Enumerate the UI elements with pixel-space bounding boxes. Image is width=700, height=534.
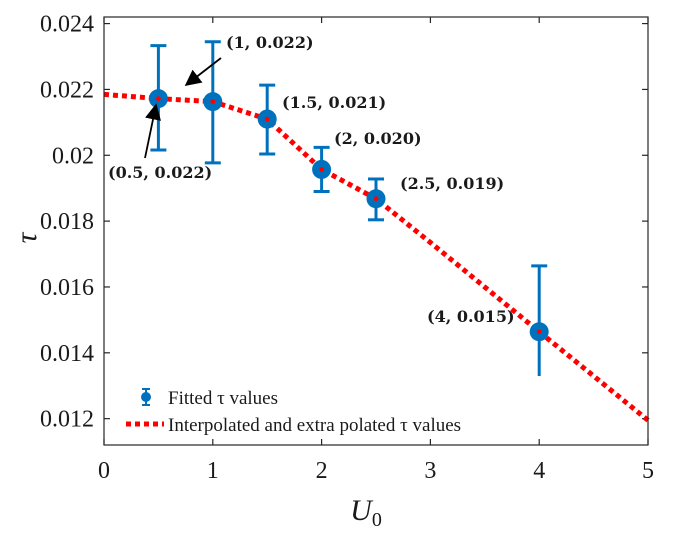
- point-annotation: (1, 0.022): [226, 33, 314, 52]
- plot-frame: [103, 16, 649, 446]
- y-tick-label: 0.012: [40, 407, 94, 433]
- x-tick-label: 5: [642, 458, 654, 484]
- y-axis-label: τ: [10, 231, 43, 243]
- legend-box: [122, 376, 572, 438]
- legend-label-fitted: Fitted τ values: [168, 388, 278, 409]
- annotation-arrow: [144, 103, 161, 159]
- x-tick-label: 1: [207, 458, 219, 484]
- interpolated-dot: [264, 116, 270, 122]
- legend-label-interpolated: Interpolated and extra polated τ values: [168, 415, 461, 436]
- axis-ticks: 0 1 2 3 4 5 0.012 0.014 0.016 0.018 0.02 0.022 0.024: [40, 12, 654, 484]
- point-annotation: (2, 0.020): [334, 129, 422, 148]
- interpolated-curve: [103, 91, 650, 423]
- interpolated-dot: [536, 329, 542, 335]
- legend: Fitted τ values Interpolated and extra p…: [122, 376, 572, 438]
- interpolated-dot: [210, 99, 216, 105]
- x-axis-label-main: U: [350, 494, 374, 527]
- x-tick-label: 2: [316, 458, 328, 484]
- point-annotation: (1.5, 0.021): [282, 93, 386, 112]
- y-tick-label: 0.02: [52, 143, 94, 169]
- y-tick-label: 0.018: [40, 209, 94, 235]
- annotation-arrow: [184, 57, 222, 86]
- interpolated-curve-layer: [103, 91, 650, 423]
- y-tick-label: 0.022: [40, 77, 94, 103]
- point-annotation: (0.5, 0.022): [108, 163, 212, 182]
- x-tick-label: 0: [98, 458, 110, 484]
- interpolated-dot: [373, 196, 379, 202]
- interpolated-dot: [319, 167, 324, 172]
- y-tick-label: 0.014: [40, 341, 94, 367]
- legend-marker-fitted: [141, 388, 151, 406]
- y-tick-label: 0.024: [40, 12, 94, 38]
- x-tick-label: 3: [424, 458, 436, 484]
- x-tick-label: 4: [533, 458, 545, 484]
- y-tick-label: 0.016: [40, 275, 94, 301]
- annotation-layer: (1, 0.022) (0.5, 0.022) (1.5, 0.021) (2, 0.…: [108, 33, 515, 326]
- x-axis-label: U0: [350, 494, 382, 531]
- x-axis-label-subscript: 0: [372, 509, 382, 531]
- interpolated-dot: [156, 96, 161, 102]
- point-annotation: (2.5, 0.019): [400, 174, 504, 193]
- point-annotation: (4, 0.015): [427, 307, 515, 326]
